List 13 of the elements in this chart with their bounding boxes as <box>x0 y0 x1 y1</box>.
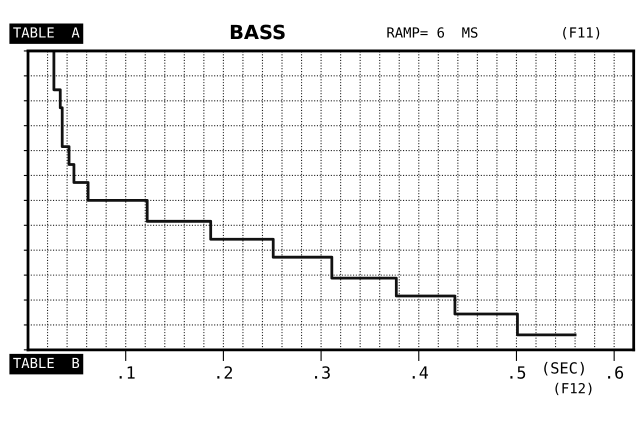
x-tick-label: .2 <box>217 366 232 379</box>
text: TABLE A <box>13 27 80 38</box>
x-tick-label: .6 <box>608 366 624 379</box>
text: (F11) <box>563 27 600 40</box>
x-axis-title: (SEC) <box>544 362 584 376</box>
text: TABLE B <box>13 358 80 368</box>
x-tick-label: .4 <box>412 366 428 379</box>
text: RAMP= 6 MS <box>387 27 478 38</box>
x-tick-label: .3 <box>315 366 330 379</box>
chart-title: BASS <box>230 24 285 40</box>
text: (F12) <box>555 382 592 396</box>
x-tick-label: .1 <box>120 366 135 379</box>
x-tick-label: .5 <box>510 366 526 379</box>
